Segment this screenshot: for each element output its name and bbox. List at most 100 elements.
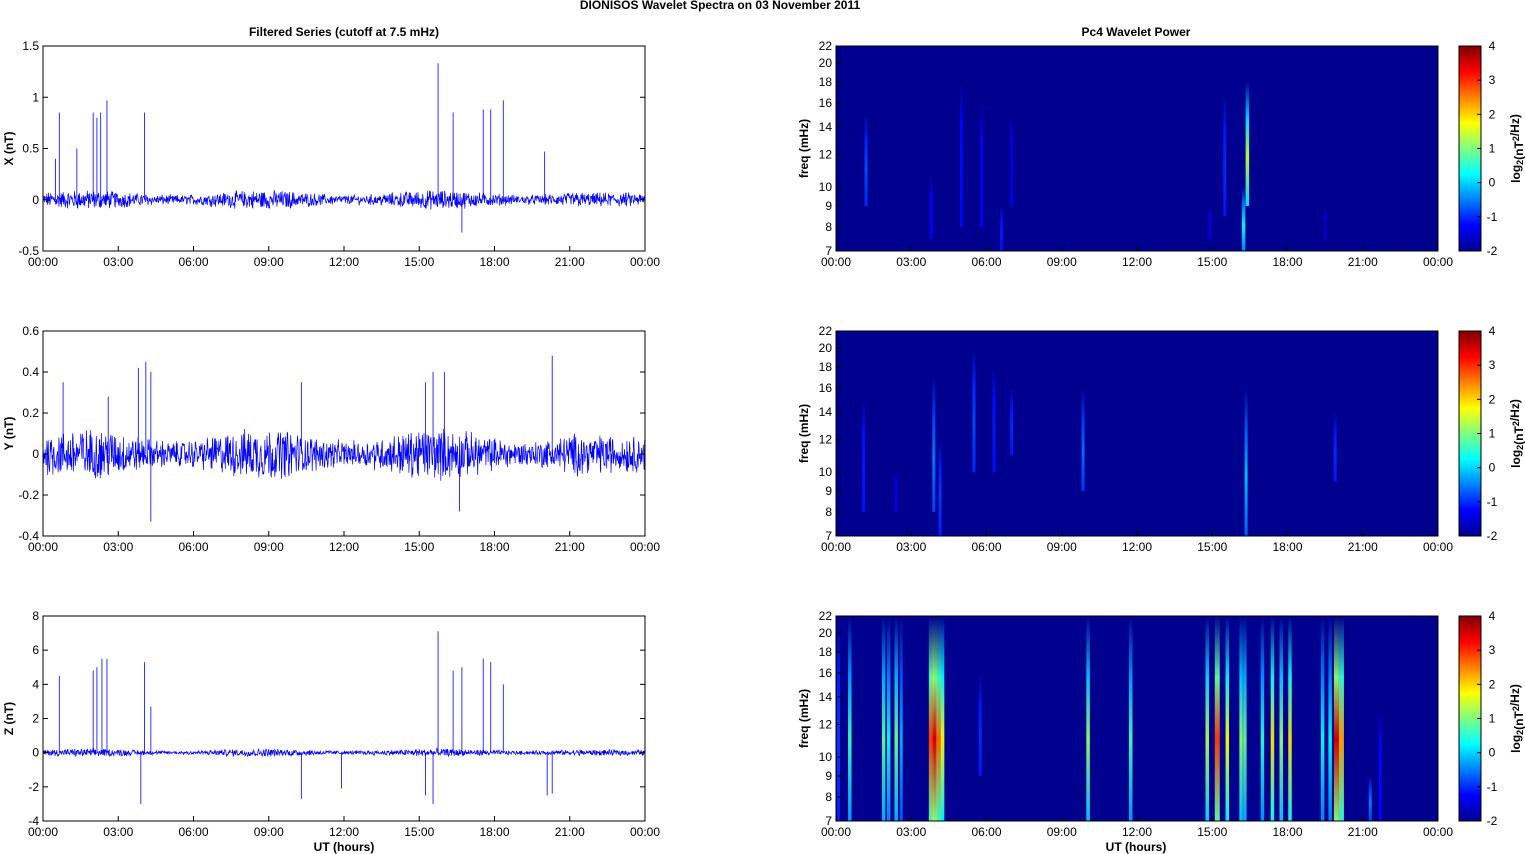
py-ytick-label: 9	[825, 484, 832, 498]
py-streak	[992, 366, 996, 473]
py-xtick-label: 06:00	[971, 540, 1001, 554]
py-streaks	[862, 348, 1337, 536]
px-streak	[959, 81, 963, 228]
pz-streak	[1225, 616, 1230, 821]
pz-streak	[894, 616, 898, 821]
pz-streak	[1128, 616, 1133, 821]
px-colorbar: -2 -1 0 1 2 3 4 log2(nT2/Hz)	[1458, 39, 1525, 258]
pz-streak	[1320, 616, 1325, 821]
pz-streak	[1214, 616, 1220, 821]
z-plot-area	[43, 616, 645, 821]
line-chart-y: -0.4 -0.2 0 0.2 0.4 0.6 00:00 03:00 06:00 09:00 12…	[2, 324, 660, 554]
y-ytick-label: 0.6	[22, 324, 39, 338]
z-xtick-label: 15:00	[404, 825, 434, 839]
px-ytick-label: 9	[825, 199, 832, 213]
px-streak	[1245, 81, 1250, 207]
x-xtick-label: 00:00	[28, 255, 58, 269]
pz-colorbar-tick-label: -1	[1487, 780, 1498, 794]
pz-streak	[932, 616, 938, 821]
y-xtick-label: 00:00	[28, 540, 58, 554]
py-xtick-label: 00:00	[821, 540, 851, 554]
py-streak	[1081, 388, 1085, 492]
py-ytick-label: 7	[825, 529, 832, 543]
py-ytick-label: 22	[819, 324, 833, 338]
py-xtick-label: 12:00	[1122, 540, 1152, 554]
px-colorbar-tick-label: -2	[1487, 244, 1498, 258]
pz-xtick-label: 00:00	[1423, 825, 1453, 839]
y-noise-trace	[42, 428, 646, 481]
y-xtick-label: 21:00	[555, 540, 585, 554]
py-ytick-label: 20	[819, 341, 833, 355]
py-streak	[938, 439, 942, 536]
pz-ytick-label: 14	[819, 690, 833, 704]
py-plot-area	[836, 331, 1438, 536]
x-xtick-label: 15:00	[404, 255, 434, 269]
pz-colorbar-tick-label: 1	[1489, 712, 1496, 726]
px-ytick-label: 7	[825, 244, 832, 258]
pz-ytick-label: 9	[825, 769, 832, 783]
pz-plot-area	[836, 616, 1438, 821]
left-column-title: Filtered Series (cutoff at 7.5 mHz)	[249, 25, 439, 39]
py-streak	[972, 348, 976, 473]
x-axis-label-left: UT (hours)	[314, 840, 375, 854]
z-ytick-label: 4	[32, 677, 39, 691]
py-xtick-label: 09:00	[1047, 540, 1077, 554]
py-colorbar-label: log2(nT2/Hz)	[1508, 399, 1525, 468]
y-ytick-label: -0.2	[18, 488, 39, 502]
z-xtick-label: 06:00	[178, 825, 208, 839]
y-xtick-label: 06:00	[178, 540, 208, 554]
pz-streak	[1243, 616, 1247, 821]
z-ytick-label: 2	[32, 712, 39, 726]
py-ytick-label: 12	[819, 433, 833, 447]
pz-streak	[928, 616, 934, 821]
px-ytick-label: 10	[819, 180, 833, 194]
x-noise-trace	[42, 190, 646, 210]
py-streak	[1333, 411, 1337, 482]
px-xtick-label: 03:00	[896, 255, 926, 269]
px-colorbar-tick-label: 4	[1489, 39, 1496, 53]
x-xtick-label: 18:00	[479, 255, 509, 269]
pz-streak	[1239, 616, 1243, 821]
px-plot-area	[836, 46, 1438, 251]
py-streak	[862, 399, 866, 513]
y-xtick-label: 12:00	[329, 540, 359, 554]
py-colorbar: -2 -1 0 1 2 3 4 log2(nT2/Hz)	[1458, 324, 1525, 543]
pz-ytick-label: 16	[819, 666, 833, 680]
x-ytick-label: 1.5	[22, 39, 39, 53]
x-plot-area	[43, 46, 645, 251]
px-colorbar-tick-label: 1	[1489, 142, 1496, 156]
pz-colorbar-tick-label: 0	[1489, 746, 1496, 760]
z-ytick-label: -2	[28, 780, 39, 794]
z-xtick-label: 03:00	[103, 825, 133, 839]
pz-streak	[1338, 616, 1344, 821]
pz-ytick-label: 12	[819, 718, 833, 732]
pz-streak	[940, 616, 945, 821]
px-streak	[1010, 114, 1014, 207]
y-xtick-label: 09:00	[254, 540, 284, 554]
pz-streak	[978, 673, 982, 777]
x-xtick-label: 12:00	[329, 255, 359, 269]
y-xtick-label: 03:00	[103, 540, 133, 554]
pz-streak	[1288, 616, 1292, 821]
px-xtick-label: 00:00	[1423, 255, 1453, 269]
py-xtick-label: 15:00	[1197, 540, 1227, 554]
px-streak	[1000, 206, 1004, 251]
line-chart-z: -4 -2 0 2 4 6 8 00:00 03:00 06:00 09:00 12:00 15:00 1…	[2, 609, 660, 839]
pz-xtick-label: 03:00	[896, 825, 926, 839]
z-xtick-label: 00:00	[630, 825, 660, 839]
px-streak	[1208, 206, 1212, 239]
pz-streak	[886, 616, 891, 821]
x-xtick-label: 06:00	[178, 255, 208, 269]
x-xtick-label: 00:00	[630, 255, 660, 269]
py-streak	[932, 377, 936, 513]
pz-xtick-label: 21:00	[1348, 825, 1378, 839]
y-xtick-label: 18:00	[479, 540, 509, 554]
pz-xtick-label: 18:00	[1272, 825, 1302, 839]
py-ytick-label: 16	[819, 381, 833, 395]
py-colorbar-tick-label: 4	[1489, 324, 1496, 338]
x-ytick-label: 1	[32, 90, 39, 104]
pz-colorbar-label: log2(nT2/Hz)	[1508, 684, 1525, 753]
px-colorbar-tick-label: 0	[1489, 176, 1496, 190]
